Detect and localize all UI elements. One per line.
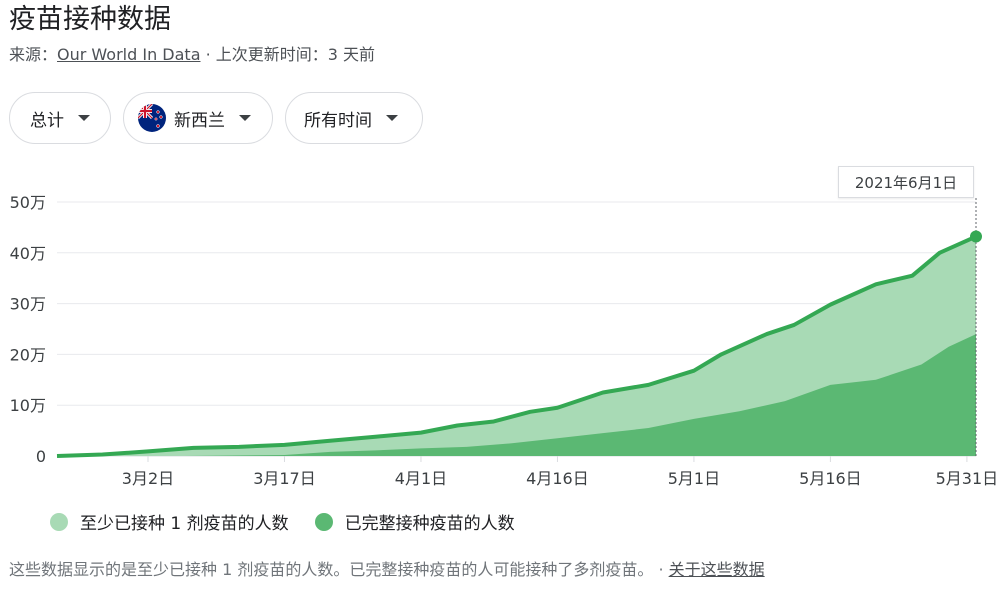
page-title: 疫苗接种数据: [9, 4, 171, 35]
y-tick-label: 10万: [10, 396, 46, 415]
x-tick-label: 4月1日: [395, 469, 447, 488]
time-range-dropdown[interactable]: 所有时间: [285, 92, 423, 144]
legend-dot-fully-vaccinated: [314, 512, 333, 531]
footer-text: 这些数据显示的是至少已接种 1 剂疫苗的人数。已完整接种疫苗的人可能接种了多剂疫…: [9, 560, 654, 579]
chevron-down-icon: [78, 115, 90, 121]
new-zealand-flag-icon: [138, 104, 166, 132]
vaccination-area-chart[interactable]: 0 10万 20万 30万 40万 50万 3月2日 3月17日 4月1日 4月16日 5月1日 5月…: [0, 160, 1003, 500]
area-fully-vaccinated: [57, 334, 976, 456]
x-tick-label: 5月16日: [799, 469, 862, 488]
area-first-dose: [57, 236, 976, 456]
update-time: · 上次更新时间：3 天前: [200, 45, 376, 64]
legend-dot-first-dose: [50, 512, 68, 531]
x-tick-label: 4月16日: [526, 469, 589, 488]
x-tick-label: 3月2日: [122, 469, 174, 488]
x-tick-label: 3月17日: [253, 469, 316, 488]
total-dropdown-label: 总计: [30, 110, 64, 131]
footer-separator: ·: [653, 560, 669, 579]
legend-label-first-dose: 至少已接种 1 剂疫苗的人数: [80, 514, 289, 534]
line-first-dose: [56, 234, 977, 458]
date-tooltip: 2021年6月1日: [838, 166, 974, 198]
hover-point: [970, 230, 982, 243]
y-tick-label: 40万: [10, 244, 46, 263]
chevron-down-icon: [239, 115, 251, 121]
y-tick-label: 0: [36, 447, 46, 466]
legend-item-first-dose[interactable]: 至少已接种 1 剂疫苗的人数: [50, 509, 289, 534]
legend-label-fully-vaccinated: 已完整接种疫苗的人数: [344, 514, 515, 534]
country-dropdown[interactable]: 新西兰: [123, 92, 273, 144]
x-tick-label: 5月1日: [668, 469, 720, 488]
x-tick-label: 5月31日: [936, 469, 999, 488]
y-tick-label: 50万: [10, 193, 46, 212]
legend-item-fully-vaccinated[interactable]: 已完整接种疫苗的人数: [314, 509, 515, 534]
chart-legend: 至少已接种 1 剂疫苗的人数 已完整接种疫苗的人数: [50, 509, 541, 534]
total-dropdown[interactable]: 总计: [9, 92, 111, 144]
source-prefix: 来源：: [9, 45, 58, 64]
y-tick-label: 30万: [10, 295, 46, 314]
source-line: 来源：Our World In Data · 上次更新时间：3 天前: [9, 44, 375, 66]
country-dropdown-label: 新西兰: [174, 110, 225, 131]
footer-note: 这些数据显示的是至少已接种 1 剂疫苗的人数。已完整接种疫苗的人可能接种了多剂疫…: [9, 556, 765, 580]
time-range-dropdown-label: 所有时间: [304, 110, 372, 131]
source-link[interactable]: Our World In Data: [57, 45, 201, 64]
about-data-link[interactable]: 关于这些数据: [668, 560, 765, 579]
y-tick-label: 20万: [10, 345, 46, 364]
chevron-down-icon: [386, 115, 398, 121]
